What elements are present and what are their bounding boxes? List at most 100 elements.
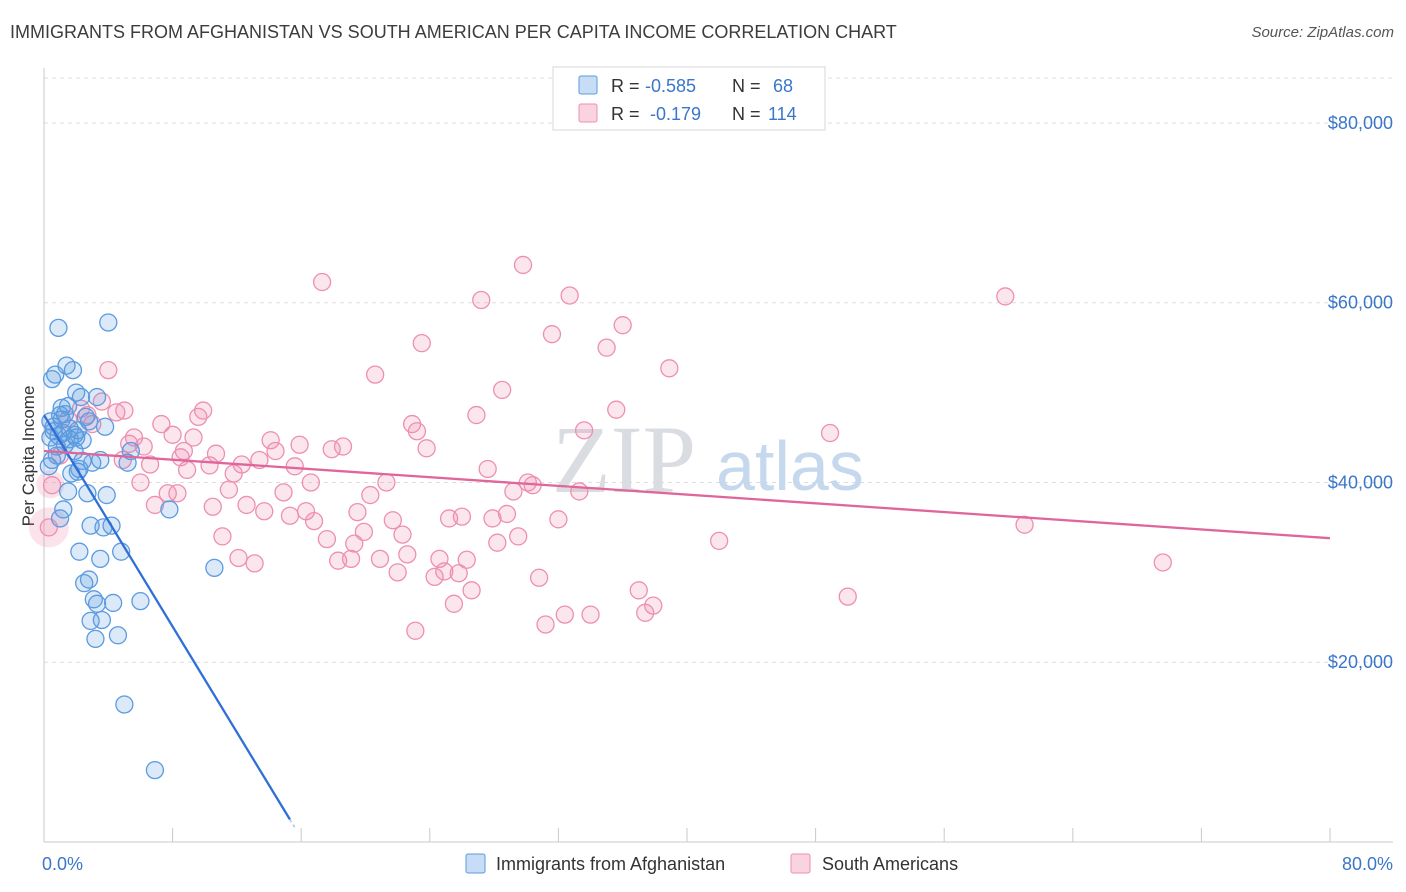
south-american-point <box>542 325 562 344</box>
afghanistan-point <box>86 629 105 649</box>
south-american-point <box>549 510 568 529</box>
south-american-point <box>354 522 374 542</box>
afghanistan-point <box>47 446 67 465</box>
afghanistan-point <box>49 318 68 338</box>
legend-n-label-1: N = <box>732 76 761 96</box>
south-american-point <box>365 365 385 384</box>
south-american-point <box>560 286 579 305</box>
afghanistan-point <box>91 549 110 569</box>
south-american-point <box>388 563 407 582</box>
afghanistan-point <box>118 453 137 472</box>
south-american-point <box>492 380 512 400</box>
south-american-point <box>574 421 594 440</box>
legend: R = -0.585 N = 68 R = -0.179 N = 114 <box>552 66 826 131</box>
south-american-point <box>462 581 481 600</box>
south-american-point <box>255 502 274 521</box>
south-american-point <box>285 457 304 476</box>
south-american-point <box>417 439 436 458</box>
afghanistan-point <box>121 441 140 461</box>
afghanistan-point <box>108 626 128 645</box>
afghanistan-point <box>115 695 134 714</box>
bottom-legend-swatch-pink <box>790 853 811 874</box>
south-american-point <box>497 504 517 524</box>
south-american-point <box>213 527 232 546</box>
south-american-point <box>472 290 491 310</box>
south-american-point <box>820 423 840 443</box>
south-american-point <box>206 444 226 463</box>
afghanistan-point <box>103 593 123 613</box>
afghanistan-point <box>50 509 70 528</box>
south-american-point <box>266 441 285 461</box>
south-american-point <box>488 533 507 552</box>
trend-lines <box>43 414 1331 828</box>
afghanistan-point <box>97 485 116 505</box>
south-american-point <box>444 594 464 613</box>
south-american-point <box>42 476 62 495</box>
south-american-point <box>597 338 616 357</box>
south-american-point <box>1015 515 1034 534</box>
bottom-legend: Immigrants from Afghanistan South Americ… <box>465 853 958 874</box>
legend-n-label-2: N = <box>732 104 761 124</box>
x-tick-label-right: 80.0% <box>1342 854 1393 874</box>
south-american-point <box>581 605 600 624</box>
south-american-point <box>203 497 222 516</box>
south-american-point <box>529 568 549 587</box>
south-american-point <box>140 455 160 474</box>
south-american-point <box>361 485 380 505</box>
legend-r-value-1: -0.585 <box>645 76 696 96</box>
south-american-point <box>457 550 476 569</box>
trend-line-south-americans <box>43 449 1331 540</box>
south-american-point <box>301 473 320 492</box>
south-american-point <box>261 431 280 450</box>
south-american-point <box>398 545 417 564</box>
south-american-point <box>290 435 309 454</box>
afghanistan-point <box>160 500 179 519</box>
south-american-point <box>168 484 187 503</box>
afghanistan-point <box>87 387 107 407</box>
south-american-point <box>483 509 502 528</box>
south-american-point <box>996 287 1015 306</box>
south-american-point <box>341 549 361 569</box>
source-credit: Source: ZipAtlas.com <box>1251 24 1394 41</box>
south-american-point <box>383 511 402 530</box>
x-tick-label-left: 0.0% <box>42 854 83 874</box>
south-american-point <box>158 484 177 503</box>
south-american-point <box>838 587 857 606</box>
y-axis-label: Per Capita Income <box>19 386 38 527</box>
south-american-point <box>613 316 632 335</box>
afghanistan-point <box>58 482 78 501</box>
south-american-point <box>570 482 589 501</box>
south-american-point-large <box>36 470 65 499</box>
south-american-point <box>237 495 256 515</box>
series-south-americans <box>28 255 1172 640</box>
south-american-point <box>322 440 341 459</box>
y-tick-label: $80,000 <box>1328 113 1393 133</box>
bottom-legend-swatch-blue <box>465 853 486 874</box>
south-american-point <box>145 495 165 515</box>
south-american-point <box>555 605 574 624</box>
y-tick-label: $40,000 <box>1328 472 1393 492</box>
south-american-point <box>629 581 648 600</box>
afghanistan-point <box>87 594 107 613</box>
afghanistan-point <box>145 760 165 780</box>
chart-title: IMMIGRANTS FROM AFGHANISTAN VS SOUTH AME… <box>10 22 897 42</box>
south-american-point <box>393 525 412 544</box>
afghanistan-point <box>67 428 86 447</box>
south-american-point <box>333 437 353 456</box>
legend-r-value-2: -0.179 <box>650 104 701 124</box>
afghanistan-point <box>70 542 89 561</box>
south-american-point <box>345 534 364 553</box>
south-american-point <box>280 506 300 525</box>
south-american-point <box>99 360 118 380</box>
south-american-point <box>317 529 337 549</box>
afghanistan-point <box>92 610 112 630</box>
series-afghanistan <box>39 313 224 780</box>
south-american-point <box>184 428 203 447</box>
legend-n-value-2: 114 <box>768 104 797 124</box>
south-american-point <box>304 511 324 531</box>
south-american-point <box>710 531 729 551</box>
south-american-point <box>467 405 486 425</box>
south-american-point <box>435 562 454 581</box>
legend-r-label-2: R = <box>611 104 640 124</box>
south-american-point <box>513 255 533 275</box>
